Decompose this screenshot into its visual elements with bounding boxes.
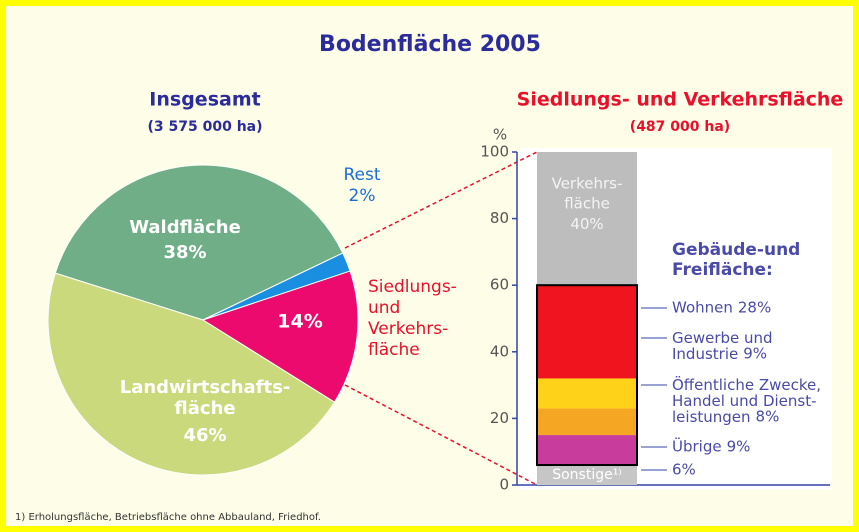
slice-label: Waldfläche	[129, 217, 241, 238]
group-outline	[536, 284, 638, 467]
y-tick-label: 40	[490, 342, 509, 360]
bar-segment	[537, 285, 637, 379]
slice-label: Siedlungs-und Verkehrs-fläche	[368, 277, 457, 360]
y-tick-label: 20	[490, 409, 509, 427]
bar-subtitle: (487 000 ha)	[630, 119, 730, 135]
pie-slice	[54, 164, 344, 321]
slice-value-label: 38%	[163, 242, 206, 263]
connector	[344, 151, 538, 249]
legend-label: Übrige	[672, 437, 722, 456]
bar-segment	[537, 152, 637, 286]
main-title: Bodenfläche 2005	[319, 32, 541, 57]
y-axis-label: %	[493, 126, 507, 144]
legend-value-label: 8%	[756, 408, 780, 426]
bar-segment	[537, 435, 637, 466]
segment-label: Sonstige¹⁾	[552, 467, 622, 483]
legend-value-label: 6%	[672, 461, 696, 479]
pie-slice	[47, 272, 336, 476]
bar-segment	[537, 378, 637, 409]
slice-label: Landwirtschafts-fläche	[120, 377, 291, 419]
pie-subtitle: (3 575 000 ha)	[147, 119, 262, 135]
bar-segment	[537, 465, 637, 485]
slice-value-label: 2%	[349, 186, 376, 206]
legend-value-label: 9%	[727, 438, 751, 456]
slice-label: Rest	[343, 165, 380, 185]
pie-slice	[201, 270, 359, 403]
segment-value-label: 40%	[570, 215, 603, 233]
legend-value-label: 9%	[743, 345, 767, 363]
legend-label: Öffentliche Zwecke, Handel und Dienst-lei…	[672, 375, 821, 426]
segment-label: Verkehrs-fläche	[552, 174, 623, 212]
legend-value-label: 28%	[738, 299, 771, 317]
slice-value-label: 14%	[277, 311, 322, 333]
bar-segment	[537, 408, 637, 436]
y-tick-label: 60	[490, 276, 509, 294]
y-tick-label: 80	[490, 209, 509, 227]
connector	[344, 384, 538, 486]
legend-label: Gewerbe und Industrie	[672, 329, 773, 363]
y-tick-label: 100	[480, 143, 509, 161]
pie-title: Insgesamt	[149, 89, 260, 111]
legend-label: Wohnen	[672, 299, 733, 317]
footnote: 1) Erholungsfläche, Betriebsfläche ohne …	[15, 512, 321, 523]
group-label: Gebäude-und Freifläche:	[672, 240, 800, 280]
y-tick-label: 0	[499, 476, 509, 494]
slice-value-label: 46%	[183, 425, 226, 446]
bar-title: Siedlungs- und Verkehrsfläche	[517, 89, 844, 111]
